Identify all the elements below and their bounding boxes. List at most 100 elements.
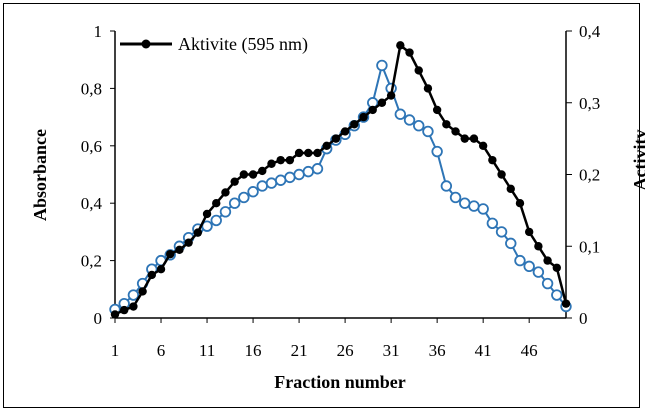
data-point	[377, 98, 387, 107]
y-left-tick-label: 0,2	[81, 252, 102, 271]
y-right-tick-label: 0,1	[579, 237, 600, 256]
data-point	[247, 186, 259, 198]
data-point	[460, 134, 469, 143]
data-point	[293, 168, 305, 181]
data-point	[497, 170, 506, 179]
data-point	[561, 299, 571, 308]
x-tick-label: 11	[199, 341, 215, 360]
data-point	[274, 174, 287, 186]
series-line	[114, 43, 568, 316]
data-point	[239, 170, 249, 179]
data-point	[228, 197, 241, 209]
data-point	[488, 155, 497, 165]
data-point	[505, 237, 517, 250]
x-tick-label: 16	[245, 341, 262, 360]
y-right-tick-label: 0,3	[579, 94, 600, 113]
data-point	[405, 48, 414, 57]
x-tick-label: 41	[475, 341, 492, 360]
data-point	[506, 184, 515, 194]
y-axis-left-title: Absorbance	[30, 129, 50, 221]
x-axis-title: Fraction number	[274, 372, 405, 392]
data-point	[313, 148, 322, 158]
data-point	[331, 134, 341, 143]
data-point	[193, 228, 203, 237]
data-point	[534, 242, 543, 251]
data-point	[541, 277, 554, 290]
y-right-tick-label: 0,4	[579, 22, 601, 41]
data-point	[551, 289, 563, 301]
data-point	[212, 199, 221, 208]
data-point	[221, 188, 230, 197]
data-point	[175, 245, 184, 255]
x-tick-label: 46	[521, 341, 538, 360]
data-point	[478, 141, 488, 150]
data-point	[359, 112, 368, 122]
data-point	[129, 302, 138, 311]
data-point	[524, 227, 534, 237]
data-point	[532, 266, 545, 278]
data-point	[120, 305, 129, 315]
data-point	[265, 177, 278, 189]
data-point	[515, 199, 525, 208]
data-point	[202, 209, 212, 219]
data-point	[311, 163, 324, 175]
y-left-tick-label: 0,8	[81, 79, 102, 98]
data-point	[284, 171, 296, 184]
data-point	[459, 197, 471, 209]
series-0	[110, 41, 571, 319]
y-right-tick-labels: 0 0,1 0,2 0,3 0,4	[566, 22, 601, 328]
data-point	[322, 141, 331, 150]
data-point	[156, 265, 166, 274]
data-point	[230, 177, 239, 186]
data-point	[304, 148, 313, 158]
y-axis-right-title: Activitv	[630, 130, 645, 191]
data-point	[451, 127, 460, 136]
data-point	[210, 214, 222, 227]
data-point	[432, 105, 442, 115]
y-left-tick-label: 0,6	[81, 137, 102, 156]
data-point	[543, 256, 552, 265]
x-tick-label: 21	[291, 341, 308, 360]
data-point	[552, 263, 561, 272]
data-point	[368, 105, 377, 115]
data-point	[403, 114, 416, 126]
data-point	[413, 120, 425, 132]
data-point	[495, 226, 508, 238]
x-tick-labels: 1 6 11 16 21 26 31 36 41 46	[111, 318, 538, 360]
data-point	[184, 238, 193, 247]
data-point	[110, 310, 120, 319]
y-right-tick-label: 0	[579, 309, 588, 328]
series-1	[109, 59, 572, 316]
x-tick-label: 26	[337, 341, 354, 360]
data-point	[147, 270, 157, 280]
data-point	[431, 145, 443, 158]
data-point	[350, 120, 359, 129]
y-left-tick-labels: 0 0,2 0,4 0,6 0,8 1	[81, 22, 115, 328]
data-point	[219, 206, 232, 218]
data-point	[449, 191, 462, 204]
data-point	[469, 134, 479, 143]
data-point	[267, 159, 276, 168]
y-left-tick-label: 1	[94, 22, 103, 41]
data-point	[386, 91, 396, 100]
data-point	[127, 289, 140, 301]
data-point	[440, 180, 453, 192]
series-line	[114, 62, 567, 311]
data-point	[514, 254, 526, 267]
data-point	[258, 166, 267, 176]
data-point	[396, 41, 405, 50]
data-point	[256, 180, 268, 192]
legend-marker-swatch	[141, 39, 151, 49]
data-point	[486, 217, 499, 229]
data-point	[423, 84, 433, 93]
data-point	[166, 249, 175, 259]
x-tick-label: 36	[429, 341, 446, 360]
x-tick-label: 31	[383, 341, 400, 360]
y-left-tick-label: 0,4	[81, 194, 103, 213]
data-point	[523, 260, 535, 273]
data-point	[376, 59, 388, 72]
y-left-tick-label: 0	[94, 309, 103, 328]
data-point	[394, 108, 407, 120]
data-point	[294, 148, 304, 158]
